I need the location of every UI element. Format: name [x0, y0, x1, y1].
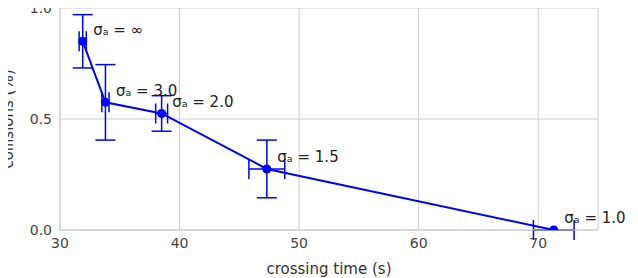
svg-text:40: 40	[171, 235, 189, 251]
svg-text:σₐ = 1.5: σₐ = 1.5	[277, 148, 338, 166]
svg-text:30: 30	[51, 235, 69, 251]
svg-text:σₐ = 3.0: σₐ = 3.0	[116, 82, 177, 100]
svg-text:70: 70	[529, 235, 547, 251]
svg-text:collisions (%): collisions (%)	[8, 69, 17, 168]
svg-text:σₐ = 1.0: σₐ = 1.0	[564, 209, 625, 227]
svg-text:σₐ = ∞: σₐ = ∞	[93, 21, 143, 39]
svg-text:0.5: 0.5	[30, 111, 52, 127]
svg-text:50: 50	[290, 235, 308, 251]
svg-text:crossing time (s): crossing time (s)	[266, 260, 391, 278]
svg-text:1.0: 1.0	[30, 8, 52, 16]
svg-text:σₐ = 2.0: σₐ = 2.0	[172, 93, 233, 111]
svg-text:0.0: 0.0	[30, 222, 52, 238]
svg-text:60: 60	[410, 235, 428, 251]
